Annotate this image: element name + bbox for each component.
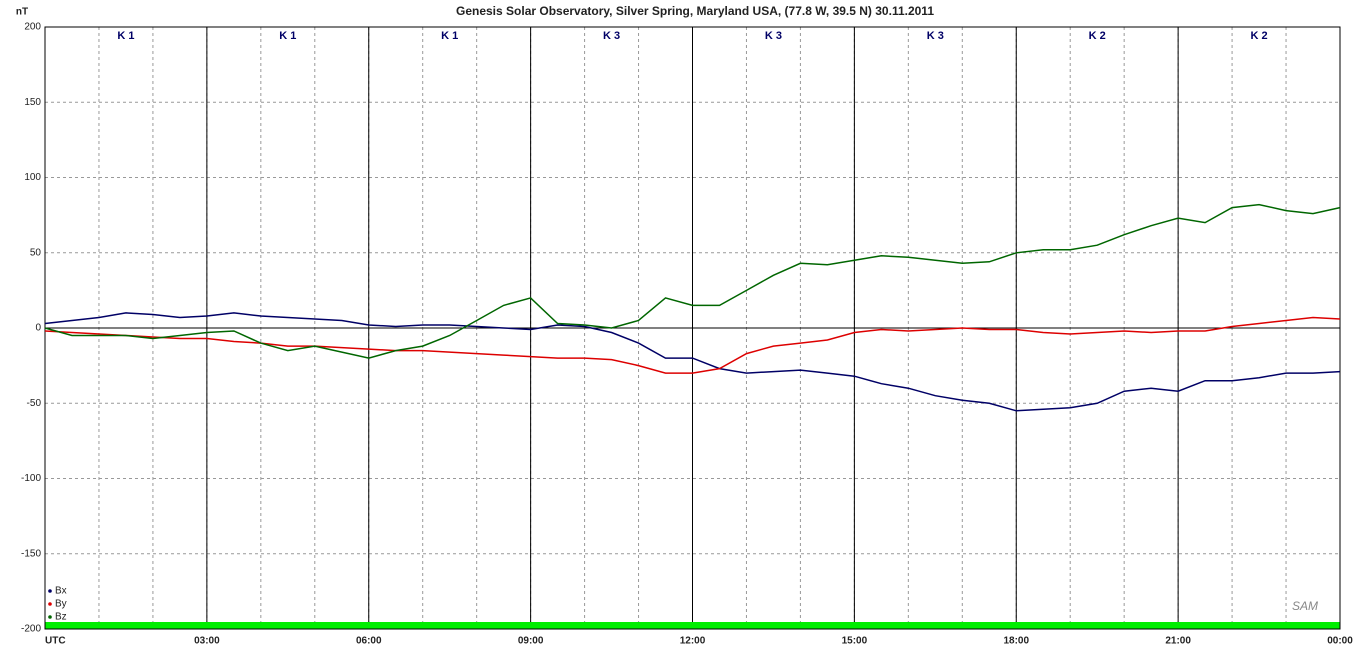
x-tick-label: 15:00 — [842, 636, 868, 647]
legend-label: Bz — [55, 612, 67, 623]
k-index-label: K 1 — [279, 30, 296, 42]
x-tick-label: 03:00 — [194, 636, 220, 647]
x-tick-label: 12:00 — [680, 636, 706, 647]
y-tick-label: 50 — [30, 247, 42, 258]
logo: SAM — [1292, 599, 1318, 613]
x-tick-label: 09:00 — [518, 636, 544, 647]
k-index-label: K 3 — [603, 30, 620, 42]
x-tick-label: 21:00 — [1165, 636, 1191, 647]
x-tick-label: 18:00 — [1003, 636, 1029, 647]
legend-label: Bx — [55, 586, 67, 597]
k-index-label: K 3 — [927, 30, 944, 42]
y-tick-label: -100 — [21, 473, 41, 484]
x-tick-label: 00:00 — [1327, 636, 1353, 647]
k-index-label: K 1 — [441, 30, 458, 42]
legend-marker — [48, 589, 52, 593]
legend-marker — [48, 602, 52, 606]
data-coverage-bar — [45, 622, 1340, 629]
legend-label: By — [55, 599, 67, 610]
y-axis-label: nT — [16, 7, 28, 18]
y-tick-label: 0 — [35, 323, 41, 334]
k-index-label: K 1 — [117, 30, 134, 42]
x-tick-label: 06:00 — [356, 636, 382, 647]
k-index-label: K 2 — [1089, 30, 1106, 42]
k-index-label: K 3 — [765, 30, 782, 42]
x-tick-label: UTC — [45, 636, 66, 647]
y-tick-label: 200 — [24, 22, 41, 33]
k-index-label: K 2 — [1251, 30, 1268, 42]
series-line — [44, 312, 1341, 412]
y-tick-label: -150 — [21, 548, 41, 559]
y-tick-label: -50 — [27, 398, 42, 409]
y-tick-label: 100 — [24, 172, 41, 183]
y-tick-label: 150 — [24, 97, 41, 108]
y-tick-label: -200 — [21, 624, 41, 635]
legend-marker — [48, 615, 52, 619]
chart-title: Genesis Solar Observatory, Silver Spring… — [456, 4, 934, 18]
series-line — [44, 203, 1341, 359]
